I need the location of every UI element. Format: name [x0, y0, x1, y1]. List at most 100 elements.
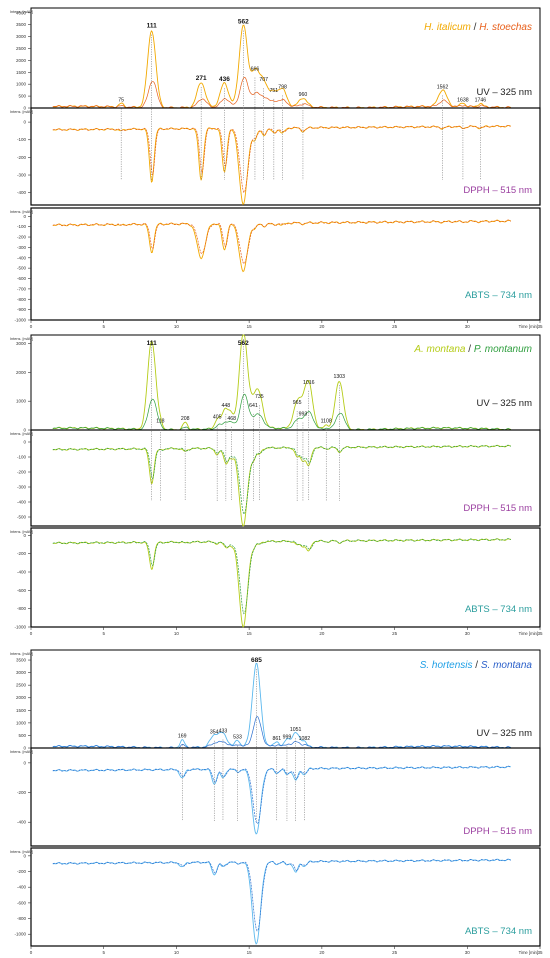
- panel-abts: 0 -200 -400 -600 -800 -1000 Intens. [mAU] ABTS …: [10, 527, 541, 630]
- y-tick-label: 3500: [16, 658, 27, 663]
- peak-label: 960: [299, 92, 308, 98]
- x-axis-label: Time [min]: [519, 950, 538, 955]
- series-line-uv-2: [52, 393, 512, 431]
- y-tick-label: 4000: [16, 10, 27, 15]
- chart-title: A. montana / P. montanum: [413, 344, 532, 355]
- panel-dpph: 0 -200 -400 Intens. [mAU] DPPH – 515 nm: [10, 747, 541, 847]
- peak-label: 751: [270, 88, 279, 94]
- y-tick-label: 2500: [16, 683, 27, 688]
- y-tick-label: -300: [17, 173, 27, 178]
- series-line-dpph-1: [52, 444, 511, 527]
- series-line-abts-2: [52, 219, 512, 265]
- chart-title: H. italicum / H. stoechas: [424, 22, 532, 33]
- peak-label: 111: [147, 23, 158, 30]
- peak-label: 468: [227, 416, 236, 422]
- chart-title: S. hortensis / S. montana: [420, 660, 533, 671]
- y-tick-label: 500: [18, 733, 26, 738]
- panel-dpph: 0 -100 -200 -300 -400 -500 Intens. [mAU] DPPH –…: [10, 429, 541, 527]
- y-tick-label: 3000: [16, 341, 27, 346]
- y-tick-label: -400: [17, 570, 27, 575]
- y-tick-label: -600: [17, 900, 27, 905]
- peak-label: 707: [259, 77, 268, 83]
- x-tick-label: 15: [247, 631, 253, 636]
- panel-dpph: 0 -100 -200 -300 -400 Intens. [mAU] DPPH – 515…: [10, 107, 541, 206]
- peak-label: 999: [283, 735, 292, 741]
- peak-label: 1303: [334, 374, 346, 380]
- x-tick-label: 20: [319, 631, 325, 636]
- y-axis-unit: Intens. [mAU]: [10, 337, 33, 341]
- y-tick-label: -200: [17, 155, 27, 160]
- y-tick-label: -1000: [14, 318, 26, 323]
- y-tick-label: 500: [18, 94, 26, 99]
- peak-label: 562: [238, 19, 249, 26]
- y-tick-label: -100: [17, 455, 27, 460]
- series-line-dpph-1: [52, 124, 511, 206]
- x-tick-label: 30: [465, 631, 471, 636]
- y-tick-label: 1500: [16, 708, 27, 713]
- panel-label-dpph: DPPH – 515 nm: [463, 503, 532, 514]
- peak-label: 1746: [475, 97, 487, 103]
- x-tick-label: 35: [537, 631, 543, 636]
- x-tick-label: 5: [102, 324, 105, 329]
- y-tick-label: -800: [17, 606, 27, 611]
- y-tick-label: -300: [17, 245, 27, 250]
- y-tick-label: -400: [17, 190, 27, 195]
- x-axis-label: Time [min]: [519, 324, 538, 329]
- chart-title-part: H. stoechas: [479, 22, 532, 33]
- panel-frame: [30, 747, 541, 847]
- x-tick-label: 0: [30, 950, 33, 955]
- y-tick-label: -200: [17, 551, 27, 556]
- y-tick-label: 2500: [16, 46, 27, 51]
- peak-label: 448: [222, 403, 231, 409]
- peak-label: 111: [147, 340, 158, 347]
- peak-label: 433: [219, 728, 228, 734]
- x-tick-label: 25: [392, 631, 398, 636]
- x-tick-label: 20: [319, 324, 325, 329]
- y-tick-label: -100: [17, 224, 27, 229]
- y-tick-label: -100: [17, 137, 27, 142]
- peak-label: 861: [272, 736, 281, 742]
- peak-label: 993: [299, 411, 308, 417]
- y-tick-label: 2000: [16, 695, 27, 700]
- series-line-uv-2: [52, 76, 512, 109]
- panel-label-dpph: DPPH – 515 nm: [463, 185, 532, 196]
- y-tick-label: 0: [23, 428, 26, 433]
- y-tick-label: 3000: [16, 670, 27, 675]
- y-axis-unit: Intens. [mAU]: [10, 10, 33, 14]
- panel-label-dpph: DPPH – 515 nm: [463, 826, 532, 837]
- panel-frame: [30, 847, 541, 947]
- y-tick-label: -500: [17, 515, 27, 520]
- x-tick-label: 35: [537, 324, 543, 329]
- y-tick-label: -700: [17, 286, 27, 291]
- y-tick-label: -400: [17, 255, 27, 260]
- y-tick-label: 1500: [16, 70, 27, 75]
- peak-label: 169: [178, 733, 187, 739]
- y-tick-label: -400: [17, 820, 27, 825]
- series-line-abts-2: [52, 538, 512, 615]
- x-tick-label: 30: [465, 950, 471, 955]
- x-tick-label: 10: [174, 950, 180, 955]
- panel-label-uv: UV – 325 nm: [477, 398, 533, 409]
- series-line-dpph-1: [52, 765, 511, 835]
- y-axis-unit: Intens. [mAU]: [10, 850, 33, 854]
- x-tick-label: 30: [465, 324, 471, 329]
- x-tick-label: 5: [102, 950, 105, 955]
- x-tick-label: 10: [174, 324, 180, 329]
- series-line-uv-1: [52, 24, 511, 109]
- y-tick-label: 0: [23, 853, 26, 858]
- y-tick-label: 1000: [16, 720, 27, 725]
- panel-label-uv: UV – 325 nm: [477, 87, 533, 98]
- y-tick-label: -200: [17, 470, 27, 475]
- y-axis-unit: Intens. [mAU]: [10, 210, 33, 214]
- panel-label-abts: ABTS – 734 nm: [465, 604, 532, 615]
- x-axis-label: Time [min]: [519, 631, 538, 636]
- panel-abts: 0 -200 -400 -600 -800 -1000 Intens. [mAU] ABTS …: [10, 847, 541, 947]
- peak-label: 798: [278, 84, 287, 90]
- y-tick-label: -200: [17, 790, 27, 795]
- y-tick-label: 1000: [16, 399, 27, 404]
- series-line-abts-1: [52, 219, 511, 273]
- panel-abts: 0 -100 -200 -300 -400 -500 -600 -700 -800 -900 -10…: [10, 207, 541, 323]
